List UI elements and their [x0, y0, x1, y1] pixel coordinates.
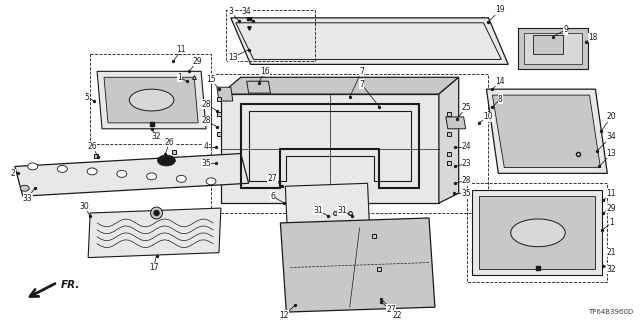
Text: 11: 11: [177, 45, 186, 54]
Text: 27: 27: [268, 174, 277, 183]
Text: 30: 30: [79, 202, 89, 211]
Bar: [533, 35, 563, 54]
Polygon shape: [524, 33, 582, 64]
Text: 11: 11: [607, 189, 616, 198]
Text: 5: 5: [84, 92, 90, 101]
Text: 35: 35: [201, 159, 211, 168]
Text: 31: 31: [337, 205, 347, 214]
Text: 26: 26: [164, 138, 174, 147]
Text: 26: 26: [87, 142, 97, 151]
Text: 24: 24: [462, 142, 472, 151]
Polygon shape: [439, 77, 459, 203]
Ellipse shape: [28, 163, 38, 170]
Text: 28: 28: [462, 176, 472, 185]
Polygon shape: [221, 77, 459, 94]
Text: 21: 21: [607, 248, 616, 257]
Text: 28: 28: [202, 116, 211, 125]
Text: 35: 35: [461, 189, 472, 198]
Ellipse shape: [20, 185, 29, 191]
Ellipse shape: [147, 173, 157, 180]
Ellipse shape: [157, 155, 175, 166]
Ellipse shape: [58, 165, 67, 172]
Text: 17: 17: [148, 263, 158, 272]
Text: 7: 7: [359, 67, 364, 76]
Ellipse shape: [511, 219, 565, 247]
Ellipse shape: [87, 168, 97, 175]
Polygon shape: [280, 218, 435, 312]
Polygon shape: [472, 190, 602, 276]
Text: 19: 19: [495, 5, 505, 14]
Text: 8: 8: [498, 95, 502, 104]
Text: 9: 9: [563, 25, 568, 34]
Text: 4: 4: [204, 142, 209, 151]
Text: 20: 20: [607, 112, 616, 121]
Ellipse shape: [129, 89, 174, 111]
Polygon shape: [518, 28, 588, 69]
Text: 12: 12: [280, 310, 289, 320]
Ellipse shape: [117, 171, 127, 177]
Polygon shape: [492, 95, 600, 167]
Text: 34: 34: [607, 132, 616, 141]
Text: 18: 18: [589, 33, 598, 42]
Text: 10: 10: [484, 112, 493, 121]
Polygon shape: [231, 18, 508, 64]
Text: 2: 2: [10, 169, 15, 178]
Text: 27: 27: [387, 305, 396, 314]
Text: 31: 31: [313, 205, 323, 214]
Polygon shape: [104, 77, 198, 123]
Text: 3: 3: [228, 7, 233, 16]
Polygon shape: [217, 87, 233, 101]
Text: 1: 1: [177, 73, 182, 82]
Polygon shape: [479, 196, 595, 269]
Text: TP64B3960D: TP64B3960D: [588, 309, 633, 315]
Polygon shape: [285, 183, 369, 231]
Text: 34: 34: [242, 7, 252, 16]
Text: 25: 25: [462, 102, 472, 111]
Ellipse shape: [206, 178, 216, 185]
Text: 33: 33: [23, 194, 33, 203]
Text: 32: 32: [607, 265, 616, 274]
Polygon shape: [446, 117, 466, 129]
Text: 1: 1: [609, 219, 614, 228]
Text: 29: 29: [193, 57, 202, 66]
Text: 13: 13: [607, 149, 616, 158]
Text: 28: 28: [202, 100, 211, 108]
Text: 22: 22: [392, 310, 402, 320]
Polygon shape: [97, 71, 206, 129]
Text: FR.: FR.: [60, 280, 80, 290]
Polygon shape: [88, 208, 221, 258]
Text: 13: 13: [228, 53, 237, 62]
Polygon shape: [486, 89, 607, 173]
Text: 6: 6: [270, 192, 275, 201]
Text: 29: 29: [607, 204, 616, 212]
Text: 16: 16: [260, 67, 269, 76]
Circle shape: [150, 207, 163, 219]
Circle shape: [154, 210, 159, 216]
Text: 23: 23: [462, 159, 472, 168]
Text: 32: 32: [152, 132, 161, 141]
Text: 15: 15: [206, 75, 216, 84]
Ellipse shape: [177, 175, 186, 182]
Text: 7: 7: [359, 80, 364, 89]
Polygon shape: [221, 94, 439, 203]
Polygon shape: [15, 154, 249, 196]
Polygon shape: [246, 81, 271, 93]
Text: 14: 14: [495, 77, 505, 86]
